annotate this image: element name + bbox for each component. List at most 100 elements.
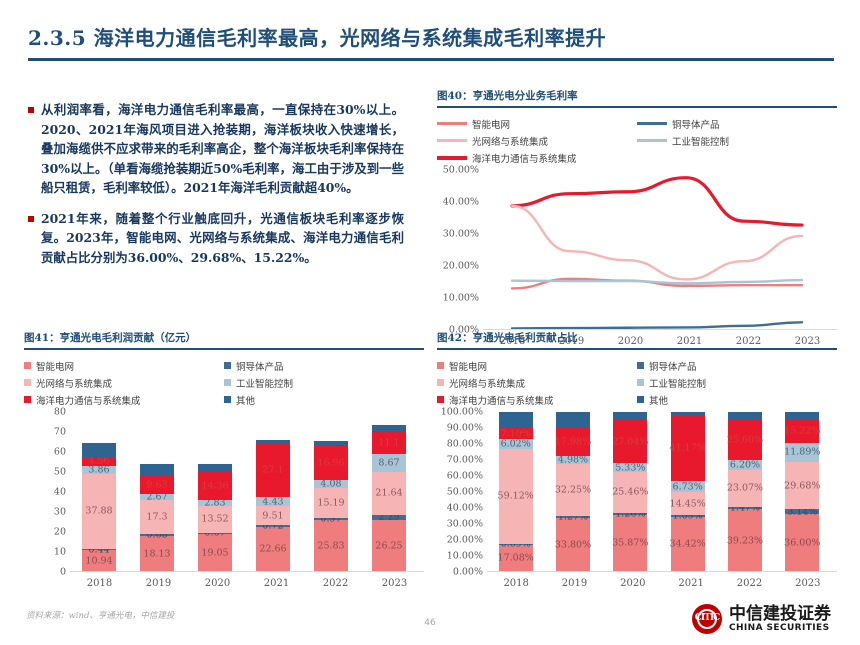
x-axis-tick-label: 2018: [86, 578, 113, 589]
y-axis-tick-label: 80.00%: [446, 438, 483, 450]
legend-item[interactable]: 光网络与系统集成: [437, 374, 637, 391]
legend-item[interactable]: 智能电网: [24, 357, 224, 374]
bar-segment: 14.36: [198, 471, 232, 500]
x-axis-tick-label: 2020: [620, 578, 646, 589]
bar-value-label: 0.67: [204, 527, 226, 539]
legend-swatch-icon: [224, 396, 231, 403]
bar-segment: 6.73%: [670, 481, 705, 493]
legend-label: 海洋电力通信与系统集成: [36, 395, 141, 407]
bar-segment: 6.02%: [498, 439, 533, 450]
bar-group: 10.94 0.44 37.88 3.86 4.56: [70, 412, 128, 572]
x-baseline: [70, 571, 424, 572]
bar-segment: 0.68: [140, 530, 174, 541]
bar-group: 19.05 0.67 13.52 2.83 14.36: [186, 412, 244, 572]
legend-swatch-icon: [637, 122, 667, 125]
legend-column-right: 铜导体产品工业智能控制 其他: [637, 357, 837, 408]
stacked-bar[interactable]: 35.87% 1.26% 25.46% 5.33% 27.04%: [612, 412, 648, 572]
bar-segment: 4.98%: [555, 455, 590, 466]
legend-item[interactable]: 其他: [224, 391, 424, 408]
legend-item[interactable]: 工业智能控制: [637, 374, 837, 391]
stacked-bar[interactable]: 25.83 0.97 15.19 4.08 16.96: [314, 441, 348, 572]
bar-segment: 25.60%: [727, 419, 763, 461]
legend-swatch-icon: [224, 379, 231, 386]
legend-item[interactable]: 铜导体产品: [224, 357, 424, 374]
bullet-list: 从利润率看，海洋电力通信毛利率最高，一直保持在30%以上。2020、2021年海…: [28, 100, 404, 278]
page-title: 2.3.5 海洋电力通信毛利率最高，光网络与系统集成毛利率提升: [28, 26, 607, 50]
line-path: [510, 204, 804, 281]
line-path: [510, 176, 804, 227]
legend-item[interactable]: 铜导体产品: [637, 115, 837, 132]
brand-mark-text: CITIC: [694, 613, 720, 623]
bar-segment: 2.83: [198, 497, 232, 508]
bar-value-label: 15.19: [317, 497, 345, 509]
legend-item[interactable]: 光网络与系统集成: [24, 374, 224, 391]
bar-value-label: 5.33%: [615, 462, 646, 474]
legend-label: 光网络与系统集成: [36, 378, 113, 390]
bar-segment: 2.29: [372, 512, 406, 523]
legend-item[interactable]: 海洋电力通信与系统集成: [24, 391, 224, 408]
line-path: [510, 278, 804, 285]
x-axis-tick-label: 2019: [145, 578, 172, 589]
y-axis-tick-label: 80: [53, 406, 66, 418]
line-path: [510, 321, 804, 330]
bar-segment: [670, 412, 705, 416]
bar-value-label: 1.09%: [672, 510, 703, 522]
stacked-bar[interactable]: 33.80% 1.27% 32.25% 4.98% 17.98%: [554, 412, 592, 572]
stacked-bar[interactable]: 34.42% 1.09% 14.45% 6.73% 41.17%: [670, 412, 706, 572]
bar-group: 34.42% 1.09% 14.45% 6.73% 41.17%: [659, 412, 716, 572]
bar-segment: 3.86: [82, 464, 116, 476]
legend-swatch-icon: [24, 396, 31, 403]
bar-value-label: 17.98%: [554, 436, 592, 448]
bar-group: 35.87% 1.26% 25.46% 5.33% 27.04%: [602, 412, 659, 572]
stacked-bar[interactable]: 18.13 0.68 17.3 2.67 9.63: [140, 463, 174, 572]
stacked-bar[interactable]: 19.05 0.67 13.52 2.83 14.36: [198, 464, 232, 572]
legend-label: 其他: [649, 395, 669, 407]
x-axis-fig42: 2018 2019 2020 2021 2022 2023: [487, 578, 837, 589]
bar-value-label: 1.26%: [615, 508, 646, 520]
brand-name-en: CHINA SECURITIES: [729, 623, 830, 633]
legend-label: 其他: [236, 395, 256, 407]
y-axis-tick-label: 90.00%: [446, 422, 483, 434]
stacked-bar[interactable]: 36.00% 3.14% 29.68% 11.89% 15.22%: [784, 412, 820, 572]
legend-item[interactable]: 其他: [637, 391, 837, 408]
legend-item[interactable]: 海洋电力通信与系统集成: [437, 391, 637, 408]
legend-label: 智能电网: [449, 361, 488, 373]
y-axis-tick-label: 70: [53, 426, 66, 438]
x-axis-tick-label: 2022: [736, 578, 763, 589]
legend-swatch-icon: [437, 396, 444, 403]
line-series-fig40: [510, 176, 804, 330]
legend-label: 海洋电力通信与系统集成: [449, 395, 554, 407]
stacked-bar[interactable]: 22.66 0.72 9.51 4.43 27.1: [256, 440, 290, 572]
bar-segment: [555, 412, 590, 428]
stacked-bar[interactable]: 17.08% 0.69% 59.12% 6.02% 7.10%: [497, 412, 534, 572]
bar-value-label: 4.43: [262, 496, 284, 508]
legend-item[interactable]: 海洋电力通信与系统集成: [437, 149, 637, 166]
bar-value-label: 1.27%: [557, 511, 589, 523]
bar-segment: 0.67: [198, 528, 232, 539]
bar-value-label: 6.73%: [672, 481, 703, 493]
plot-area-fig42: 17.08% 0.69% 59.12% 6.02% 7.10% 33.80% 1.27% 32…: [487, 412, 831, 572]
bar-segment: [256, 440, 290, 444]
legend-item[interactable]: 智能电网: [437, 357, 637, 374]
y-axis-tick-label: 0: [59, 566, 66, 578]
legend-item[interactable]: 光网络与系统集成: [437, 132, 637, 149]
stacked-bar[interactable]: 26.25 2.29 21.64 8.67 11.1: [372, 425, 406, 572]
legend-label: 工业智能控制: [236, 378, 294, 390]
bar-value-label: 17.08%: [497, 552, 534, 564]
stacked-bar[interactable]: 10.94 0.44 37.88 3.86 4.56: [82, 443, 116, 572]
legend-item[interactable]: 工业智能控制: [224, 374, 424, 391]
chart-plot-fig40: 0.00% 10.00% 20.00% 30.00% 40.00% 50.00% 2018…: [437, 165, 837, 347]
bullet-marker-icon: [28, 215, 34, 222]
legend-item[interactable]: 智能电网: [437, 115, 637, 132]
bar-value-label: 3.86: [88, 464, 110, 476]
legend-item[interactable]: 铜导体产品: [637, 357, 837, 374]
bar-segment: 7.10%: [498, 428, 533, 440]
legend-item[interactable]: 工业智能控制: [637, 132, 837, 149]
y-axis-fig40: 0.00% 10.00% 20.00% 30.00% 40.00% 50.00%: [437, 165, 483, 336]
stacked-bar[interactable]: 39.23% 1.47% 23.07% 6.20% 25.60%: [727, 412, 763, 572]
bar-segment: 34.42%: [670, 516, 706, 572]
chart-title-divider: [437, 348, 837, 350]
y-axis-tick-label: 0.00%: [452, 566, 483, 578]
legend-column-left: 智能电网 光网络与系统集成海洋电力通信与系统集成: [437, 357, 637, 408]
legend-label: 工业智能控制: [649, 378, 707, 390]
